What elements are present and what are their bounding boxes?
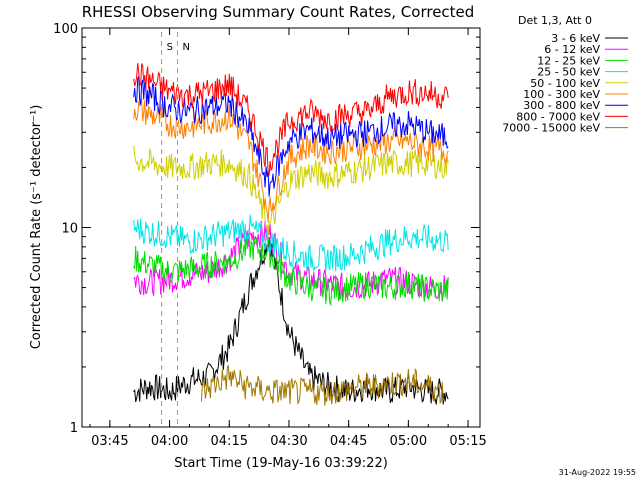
legend-label-4: 50 - 100 keV (530, 77, 600, 90)
x-axis-label: Start Time (19-May-16 03:39:22) (174, 456, 388, 471)
legend-title: Det 1,3, Att 0 (518, 14, 592, 27)
x-axis: 03:45 04:00 04:15 04:30 04:45 05:00 05:15 (89, 28, 487, 449)
series-line-4 (133, 145, 449, 238)
marker-label-0: S (167, 42, 173, 53)
x-tick-label-0: 03:45 (91, 434, 128, 449)
legend-label-5: 100 - 300 keV (523, 88, 600, 101)
x-tick-label-1: 04:00 (151, 434, 188, 449)
x-tick-label-5: 05:00 (390, 434, 427, 449)
legend-label-0: 3 - 6 keV (551, 32, 600, 45)
series-line-8 (200, 365, 445, 406)
x-tick-label-4: 04:45 (330, 434, 367, 449)
series-line-7 (133, 63, 449, 176)
y-tick-label-0: 1 (70, 421, 78, 436)
series-line-1 (133, 220, 449, 302)
x-tick-label-3: 04:30 (270, 434, 307, 449)
series-line-2 (133, 233, 449, 307)
legend-label-1: 6 - 12 keV (544, 43, 600, 56)
y-axis-label: Corrected Count Rate (s⁻¹ detector⁻¹) (29, 105, 44, 350)
legend-label-6: 300 - 800 keV (523, 99, 600, 112)
y-tick-label-2: 100 (53, 22, 78, 37)
series-line-3 (133, 214, 449, 273)
y-tick-label-1: 10 (61, 222, 78, 237)
x-tick-label-6: 05:15 (449, 434, 486, 449)
legend-label-7: 800 - 7000 keV (516, 110, 600, 123)
series-line-6 (133, 74, 449, 197)
x-tick-label-2: 04:15 (211, 434, 248, 449)
timestamp: 31-Aug-2022 19:55 (559, 468, 636, 477)
y-axis: 1 10 100 (53, 22, 480, 436)
legend-label-3: 25 - 50 keV (537, 66, 600, 79)
series-line-0 (133, 237, 449, 405)
legend-label-2: 12 - 25 keV (537, 54, 600, 67)
legend-label-8: 7000 - 15000 keV (502, 122, 600, 135)
marker-label-1: N (183, 42, 190, 53)
chart-title: RHESSI Observing Summary Count Rates, Co… (82, 3, 475, 21)
plot-area (133, 63, 449, 406)
